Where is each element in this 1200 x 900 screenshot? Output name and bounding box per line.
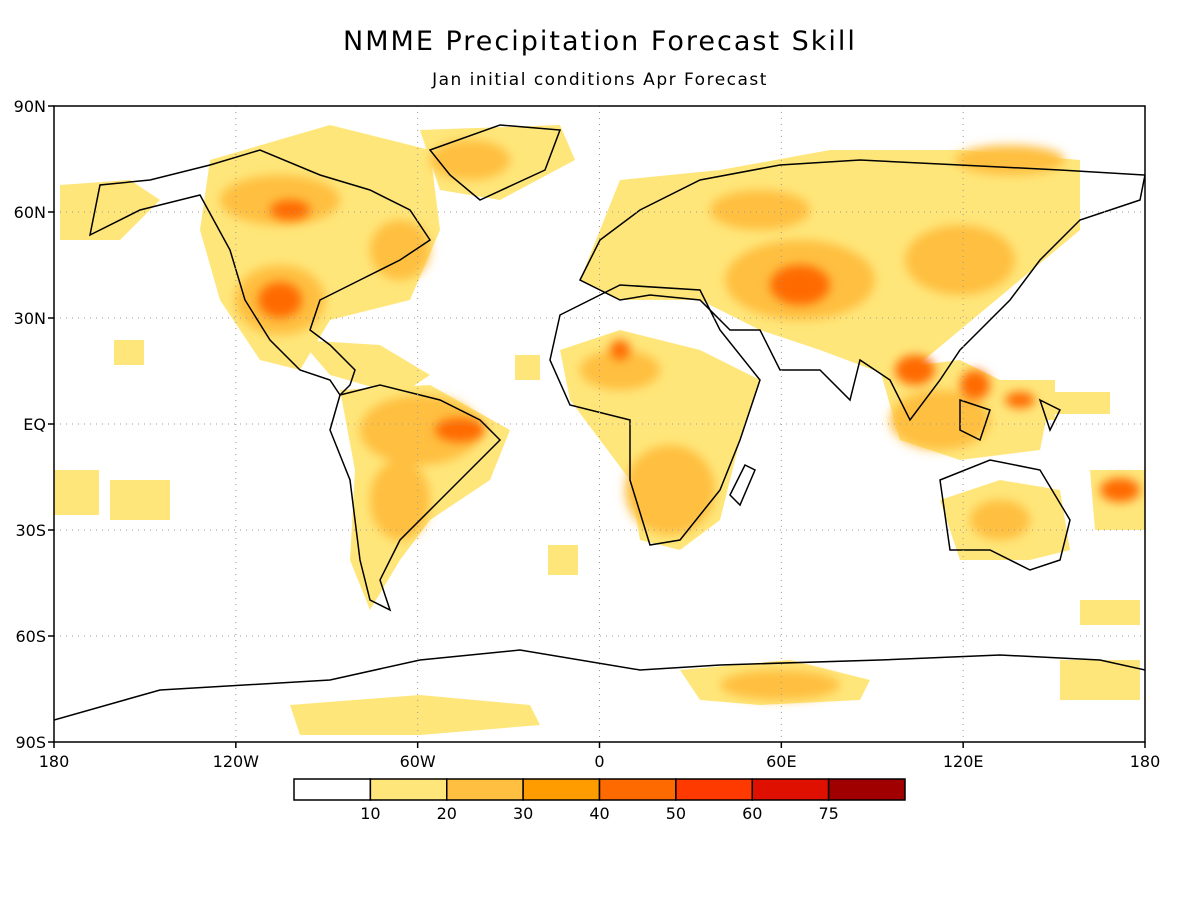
coastlines (54, 124, 1145, 721)
lon-tick-label: 60E (766, 752, 796, 771)
lon-tick-label: 60W (400, 752, 436, 771)
lat-tick-label: 60S (15, 627, 46, 646)
map-subtitle: Jan initial conditions Apr Forecast (432, 70, 768, 90)
lat-tick-label: EQ (23, 415, 46, 434)
colorbar-swatch (446, 778, 524, 801)
lon-axis: 180 120W 60W 0 60E 120E 180 (39, 742, 1161, 771)
colorbar-swatch (522, 778, 601, 801)
colorbar-label: 10 (360, 804, 380, 823)
colorbar-label: 50 (666, 804, 686, 823)
colorbar-label: 75 (818, 804, 838, 823)
colorbar-swatch (293, 778, 372, 801)
lon-tick-label: 0 (594, 752, 604, 771)
colorbar-swatch (827, 778, 906, 801)
gridlines (54, 106, 1145, 742)
lat-tick-label: 30N (14, 309, 46, 328)
lon-tick-label: 180 (1130, 752, 1161, 771)
lat-tick-label: 30S (15, 521, 46, 540)
lon-tick-label: 120W (213, 752, 260, 771)
lon-tick-label: 120E (943, 752, 984, 771)
lon-tick-label: 180 (39, 752, 70, 771)
colorbar: 10 20 30 40 50 60 75 (293, 778, 906, 823)
colorbar-label: 40 (589, 804, 609, 823)
lat-axis: 90N 60N 30N EQ 30S 60S 90S (14, 97, 54, 752)
lat-tick-label: 60N (14, 203, 46, 222)
colorbar-swatch (598, 778, 677, 801)
colorbar-label: 30 (513, 804, 533, 823)
skill-shading (54, 125, 1145, 735)
colorbar-swatch (369, 778, 448, 801)
map-title: NMME Precipitation Forecast Skill (343, 26, 857, 57)
colorbar-swatch (751, 778, 830, 801)
lat-tick-label: 90N (14, 97, 46, 116)
colorbar-label: 60 (742, 804, 762, 823)
colorbar-label: 20 (437, 804, 457, 823)
lat-tick-label: 90S (15, 733, 46, 752)
colorbar-swatch (675, 778, 753, 801)
